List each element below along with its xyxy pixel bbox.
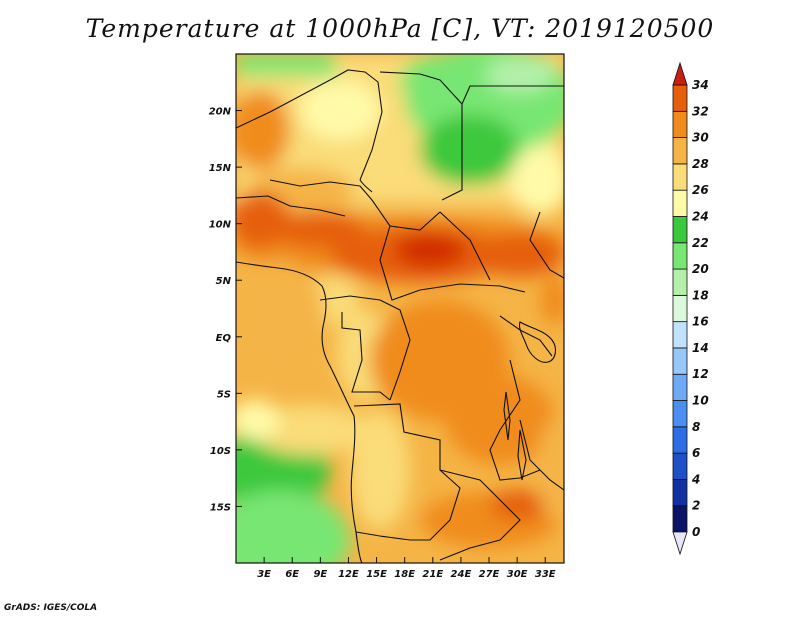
lon-tick-label: 21E [422, 569, 443, 580]
colorbar-label: 22 [692, 236, 709, 250]
colorbar-segment [672, 373, 688, 401]
colorbar-segment [672, 84, 688, 112]
lon-tick-label: 18E [394, 569, 415, 580]
colorbar-label: 0 [692, 525, 700, 539]
lat-tick-label: 10N [209, 220, 232, 231]
colorbar-segment [672, 216, 688, 244]
credit-label: GrADS: IGES/COLA [4, 603, 98, 613]
lon-tick-label: 15E [366, 569, 387, 580]
colorbar-segment [672, 189, 688, 217]
plot-frame [235, 53, 565, 564]
colorbar-segment [672, 400, 688, 428]
colorbar-label: 20 [692, 262, 709, 276]
lat-tick-label: EQ [216, 333, 232, 344]
country-borders [236, 69, 564, 563]
colorbar-label: 18 [692, 288, 709, 302]
lon-tick-label: 6E [285, 569, 299, 580]
colorbar-label: 10 [692, 394, 709, 408]
colorbar-segment [672, 110, 688, 138]
colorbar-segment [672, 347, 688, 375]
temperature-field [236, 54, 564, 563]
lon-tick-label: 12E [338, 569, 359, 580]
colorbar-over-triangle [672, 61, 688, 86]
lat-tick-label: 15N [209, 163, 232, 174]
colorbar-segment [672, 268, 688, 296]
colorbar-label: 32 [692, 104, 709, 118]
colorbar-label: 8 [692, 420, 700, 434]
lat-tick-label: 5S [217, 389, 231, 400]
latitude-axis: 20N 15N 10N 5N EQ 5S 10S 15S [209, 107, 242, 513]
colorbar-segment [672, 163, 688, 191]
lat-tick-label: 15S [210, 502, 231, 513]
colorbar-label: 16 [692, 315, 709, 329]
colorbar-label: 14 [692, 341, 709, 355]
colorbar-label: 2 [692, 499, 700, 513]
colorbar-label: 24 [692, 209, 709, 223]
lon-tick-label: 33E [535, 569, 556, 580]
colorbar-segment [672, 452, 688, 480]
colorbar-segment [672, 242, 688, 270]
colorbar-label: 28 [692, 157, 709, 171]
lon-tick-label: 27E [479, 569, 500, 580]
colorbar-label: 34 [692, 78, 709, 92]
colorbar-segment [672, 479, 688, 507]
colorbar-segment [672, 294, 688, 323]
colorbar-label: 26 [692, 183, 709, 197]
colorbar-segment [672, 426, 688, 454]
map-title: Temperature at 1000hPa [C], VT: 20191205… [85, 14, 715, 43]
longitude-axis: 3E 6E 9E 12E 15E 18E 21E 24E 27E 30E 33E [257, 557, 556, 580]
colorbar-segment [672, 321, 688, 349]
lat-tick-label: 5N [216, 276, 232, 287]
lon-tick-label: 9E [313, 569, 327, 580]
lon-tick-label: 30E [507, 569, 528, 580]
colorbar-segment [672, 505, 688, 533]
lon-tick-label: 24E [451, 569, 472, 580]
lon-tick-label: 3E [257, 569, 271, 580]
colorbar-under-triangle [672, 531, 688, 556]
colorbar-segment [672, 137, 688, 165]
lat-tick-label: 10S [210, 446, 231, 457]
colorbar-label: 30 [692, 131, 709, 145]
colorbar-label: 12 [692, 367, 709, 381]
colorbar-label: 4 [691, 472, 700, 486]
colorbar-label: 6 [692, 446, 700, 460]
lat-tick-label: 20N [209, 107, 232, 118]
